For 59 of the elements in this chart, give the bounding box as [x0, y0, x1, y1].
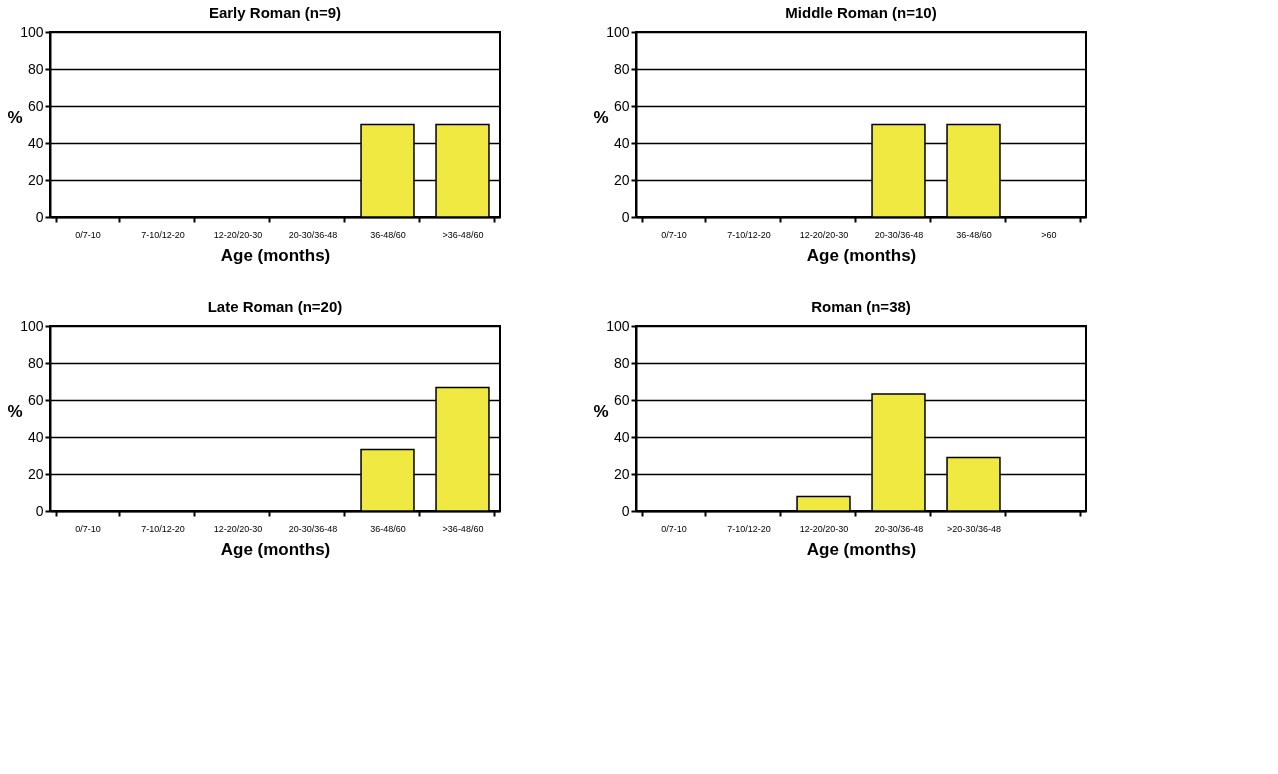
x-tick-label: 12-20/20-30 [799, 229, 849, 240]
x-axis-title: Age (months) [806, 245, 917, 265]
x-tick-label: 0/7-10 [661, 229, 687, 240]
x-tick-label: 36-48/60 [370, 523, 406, 534]
x-tick-label: >36-48/60 [442, 523, 484, 534]
y-tick-label: 0 [621, 208, 630, 225]
x-axis-title: Age (months) [220, 245, 331, 265]
x-tick-label: 7-10/12-20 [141, 523, 185, 534]
y-tick-label: 80 [27, 60, 44, 77]
y-tick-label: 40 [613, 134, 630, 151]
x-tick-label: 20-30/36-48 [288, 229, 338, 240]
y-tick-label: 20 [27, 465, 44, 482]
y-tick-label: 80 [613, 354, 630, 371]
y-axis-title: % [7, 401, 23, 421]
y-tick-label: 60 [613, 391, 630, 408]
y-axis-title: % [593, 107, 609, 127]
y-tick-label: 40 [613, 428, 630, 445]
y-tick-label: 0 [621, 502, 630, 519]
y-tick-label: 80 [613, 60, 630, 77]
y-tick-label: 100 [606, 317, 630, 334]
x-tick-label: 20-30/36-48 [288, 523, 338, 534]
x-axis-title: Age (months) [806, 539, 917, 559]
y-tick-label: 60 [27, 97, 44, 114]
x-tick-label: 7-10/12-20 [141, 229, 185, 240]
x-tick-label: 0/7-10 [75, 229, 101, 240]
y-axis-title: % [7, 107, 23, 127]
x-tick-label: 7-10/12-20 [727, 523, 771, 534]
x-tick-label: 20-30/36-48 [874, 229, 924, 240]
chart-title: Roman (n=38) [811, 298, 911, 315]
y-tick-label: 60 [613, 97, 630, 114]
x-tick-label: 0/7-10 [661, 523, 687, 534]
x-tick-label: 36-48/60 [370, 229, 406, 240]
x-axis-title: Age (months) [220, 539, 331, 559]
chart-title: Late Roman (n=20) [207, 298, 343, 315]
x-tick-label: 36-48/60 [956, 229, 992, 240]
x-tick-label: >20-30/36-48 [947, 523, 1001, 534]
x-tick-label: 12-20/20-30 [213, 523, 263, 534]
y-tick-label: 60 [27, 391, 44, 408]
x-tick-label: 12-20/20-30 [799, 523, 849, 534]
x-tick-label: 20-30/36-48 [874, 523, 924, 534]
y-tick-label: 100 [20, 317, 44, 334]
y-tick-label: 80 [27, 354, 44, 371]
x-tick-label: >36-48/60 [442, 229, 484, 240]
chart-title: Early Roman (n=9) [208, 4, 342, 21]
y-tick-label: 100 [606, 23, 630, 40]
y-tick-label: 20 [27, 171, 44, 188]
y-tick-label: 20 [613, 171, 630, 188]
x-tick-label: 12-20/20-30 [213, 229, 263, 240]
y-tick-label: 40 [27, 134, 44, 151]
chart-title: Middle Roman (n=10) [785, 4, 937, 21]
y-tick-label: 0 [35, 502, 44, 519]
y-tick-label: 0 [35, 208, 44, 225]
y-tick-label: 40 [27, 428, 44, 445]
y-tick-label: 100 [20, 23, 44, 40]
x-tick-label: 7-10/12-20 [727, 229, 771, 240]
x-tick-label: >60 [1041, 229, 1057, 240]
y-tick-label: 20 [613, 465, 630, 482]
x-tick-label: 0/7-10 [75, 523, 101, 534]
y-axis-title: % [593, 401, 609, 421]
